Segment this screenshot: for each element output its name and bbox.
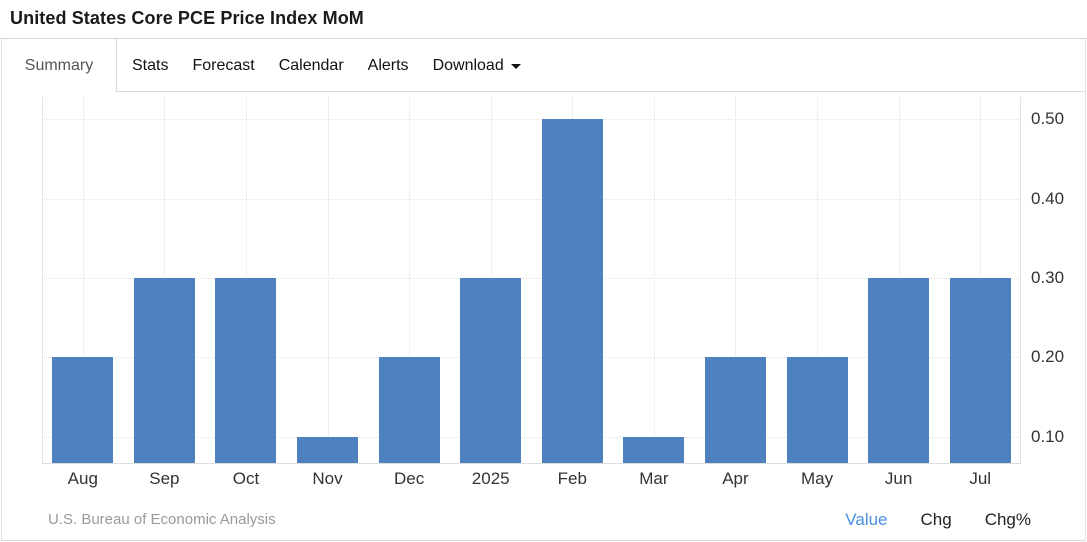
bar-jun[interactable]: [868, 278, 930, 463]
y-axis-label: 0.40: [1031, 188, 1065, 208]
bar-chart: 0.10 0.20 0.30 0.40 0.50 Aug Sep Oct Nov Dec 2025 F…: [2, 92, 1085, 503]
x-axis-label: Feb: [557, 469, 587, 488]
x-axis-label: Aug: [67, 469, 98, 488]
x-axis-label: Sep: [149, 469, 180, 488]
bar-dec[interactable]: [378, 357, 440, 463]
chgpct-mode-link[interactable]: Chg%: [984, 509, 1031, 529]
x-gridline: [327, 97, 329, 463]
x-axis-label: Oct: [232, 469, 260, 488]
bar-2025[interactable]: [460, 278, 522, 463]
tab-bar: Summary Stats Forecast Calendar Alerts D…: [2, 39, 1085, 92]
bar-feb[interactable]: [541, 119, 603, 463]
y-gridline: [42, 357, 1021, 359]
value-mode-link[interactable]: Value: [845, 509, 888, 529]
x-gridline: [82, 97, 84, 463]
tab-download-label: Download: [432, 56, 504, 74]
chg-mode-link[interactable]: Chg: [920, 509, 952, 529]
x-gridline: [409, 97, 411, 463]
tab-download[interactable]: Download: [421, 39, 533, 92]
x-axis-label: May: [800, 469, 834, 488]
plot-area: [42, 97, 1021, 463]
y-gridline: [42, 119, 1021, 121]
bar-nov[interactable]: [297, 436, 359, 463]
chart-footer: U.S. Bureau of Economic Analysis Value C…: [2, 503, 1085, 540]
x-gridline: [817, 97, 819, 463]
bar-aug[interactable]: [52, 357, 114, 463]
series-mode-links: Value Chg Chg%: [845, 510, 1031, 530]
y-gridline: [42, 198, 1021, 200]
tab-alerts[interactable]: Alerts: [367, 56, 409, 74]
x-axis-label: Jul: [969, 469, 992, 488]
x-axis-label: 2025: [471, 469, 510, 488]
x-axis-label: Jun: [884, 469, 913, 488]
caret-down-icon: [510, 64, 521, 69]
bar-jul[interactable]: [949, 278, 1011, 463]
tab-summary-label: Summary: [24, 56, 94, 74]
widget-panel: Summary Stats Forecast Calendar Alerts D…: [1, 39, 1086, 541]
x-axis-label: Nov: [312, 469, 343, 488]
tab-forecast[interactable]: Forecast: [192, 56, 255, 74]
x-gridline: [735, 97, 737, 463]
title-bar: United States Core PCE Price Index MoM: [0, 0, 1087, 38]
y-gridline: [42, 436, 1021, 438]
bar-may[interactable]: [786, 357, 848, 463]
x-axis-label: Dec: [394, 469, 425, 488]
bar-oct[interactable]: [215, 278, 277, 463]
x-gridline: [653, 97, 655, 463]
x-axis-baseline: [42, 463, 1021, 464]
y-gridline: [42, 278, 1021, 279]
y-axis-label: 0.20: [1031, 347, 1065, 367]
tab-stats[interactable]: Stats: [132, 56, 169, 74]
bar-mar[interactable]: [623, 436, 685, 463]
x-axis-label: Apr: [722, 469, 749, 488]
tab-bar-underline: [117, 91, 1085, 92]
x-axis-label: Mar: [639, 469, 669, 488]
bar-apr[interactable]: [704, 357, 766, 463]
bar-sep[interactable]: [133, 278, 195, 463]
y-axis-label: 0.10: [1031, 426, 1065, 446]
tab-summary[interactable]: Summary: [2, 39, 117, 92]
source-attribution: U.S. Bureau of Economic Analysis: [48, 511, 276, 528]
y-axis-label: 0.50: [1031, 109, 1065, 129]
tab-calendar[interactable]: Calendar: [278, 56, 344, 74]
title-divider: [0, 38, 1087, 39]
page-title: United States Core PCE Price Index MoM: [10, 8, 364, 28]
y-axis-label: 0.30: [1031, 268, 1065, 287]
